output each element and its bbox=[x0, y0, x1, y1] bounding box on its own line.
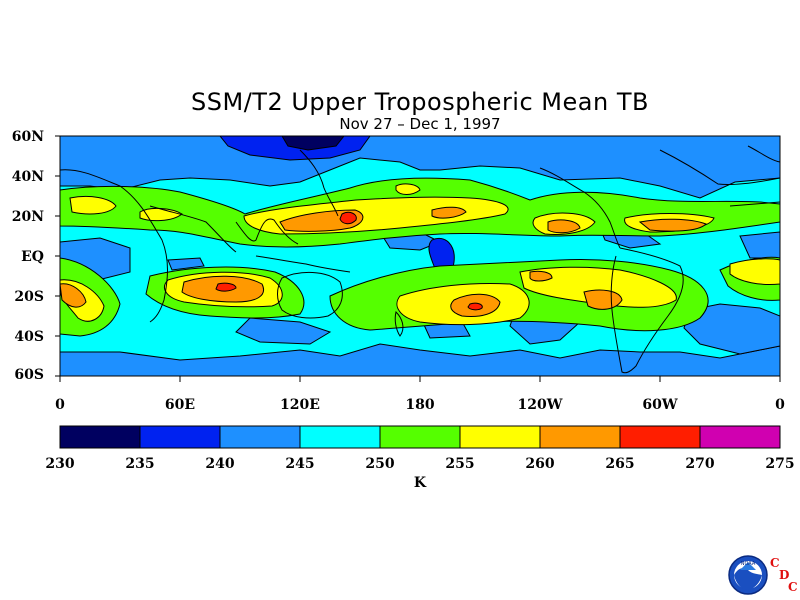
colorbar-tick-label: 240 bbox=[205, 456, 234, 472]
band-240-245 bbox=[60, 136, 780, 376]
lat-label-eq: EQ bbox=[21, 249, 44, 265]
cdc-letter-d: D bbox=[779, 568, 790, 582]
lon-label-120e: 120E bbox=[280, 397, 320, 413]
chart-subtitle: Nov 27 – Dec 1, 1997 bbox=[339, 115, 501, 133]
lat-label-40n: 40N bbox=[12, 169, 44, 185]
lat-label-60n: 60N bbox=[12, 129, 44, 145]
chart-title: SSM/T2 Upper Tropospheric Mean TB bbox=[191, 88, 649, 116]
lon-label-180: 180 bbox=[405, 397, 434, 413]
colorbar-tick-label: 235 bbox=[125, 456, 154, 472]
cdc-letter-c1: C bbox=[770, 556, 780, 570]
lon-label-120w: 120W bbox=[518, 397, 563, 413]
colorbar-tick-label: 260 bbox=[525, 456, 554, 472]
cdc-letter-c2: C bbox=[788, 580, 798, 594]
lon-label-60e: 60E bbox=[165, 397, 195, 413]
colorbar-swatch bbox=[699, 425, 781, 449]
colorbar-tick-label: 275 bbox=[765, 456, 794, 472]
colorbar-swatch bbox=[619, 425, 701, 449]
colorbar-tick-label: 230 bbox=[45, 456, 74, 472]
noaa-logo-text: NOAA bbox=[741, 561, 756, 567]
colorbar-ticks: 230 235 240 245 250 255 260 265 270 275 bbox=[45, 456, 794, 472]
band-230-235 bbox=[281, 136, 345, 151]
lat-label-60s: 60S bbox=[14, 367, 44, 383]
colorbar-unit: K bbox=[414, 475, 427, 491]
lon-label-60w: 60W bbox=[642, 397, 677, 413]
lat-label-40s: 40S bbox=[14, 329, 44, 345]
coastlines bbox=[60, 145, 780, 374]
colorbar-swatch bbox=[219, 425, 301, 449]
colorbar-swatch bbox=[459, 425, 541, 449]
lat-label-20n: 20N bbox=[12, 209, 44, 225]
lon-axis: 0 60E 120E 180 120W 60W 0 bbox=[55, 376, 785, 413]
colorbar-swatch bbox=[539, 425, 621, 449]
lon-label-0-east: 0 bbox=[775, 397, 785, 413]
lon-label-0: 0 bbox=[55, 397, 65, 413]
colorbar bbox=[59, 425, 781, 449]
colorbar-tick-label: 250 bbox=[365, 456, 394, 472]
colorbar-swatch bbox=[139, 425, 221, 449]
colorbar-tick-label: 255 bbox=[445, 456, 474, 472]
colorbar-tick-label: 245 bbox=[285, 456, 314, 472]
colorbar-tick-label: 265 bbox=[605, 456, 634, 472]
band-265-270 bbox=[215, 211, 483, 311]
lat-axis: 60N 40N 20N EQ 20S 40S 60S bbox=[12, 129, 60, 383]
colorbar-tick-label: 270 bbox=[685, 456, 714, 472]
colorbar-swatch bbox=[299, 425, 381, 449]
lat-label-20s: 20S bbox=[14, 289, 44, 305]
colorbar-swatch bbox=[59, 425, 141, 449]
noaa-logo: NOAA bbox=[728, 555, 768, 595]
contour-field bbox=[60, 136, 780, 376]
colorbar-swatch bbox=[379, 425, 461, 449]
